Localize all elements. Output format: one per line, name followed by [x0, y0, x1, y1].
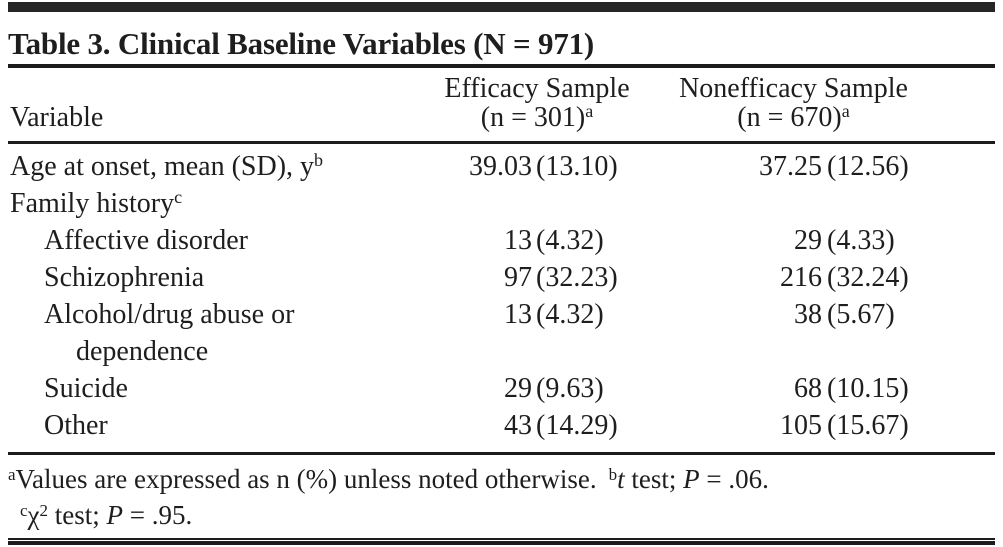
table-row: Suicide 29 (9.63) 68 (10.15): [8, 370, 995, 407]
nonefficacy-value: 68 (10.15): [794, 373, 909, 404]
row-label: Family historyc: [10, 187, 183, 219]
table-row: Other 43 (14.29) 105 (15.67): [8, 407, 995, 444]
efficacy-value: 97 (32.23): [504, 262, 618, 293]
column-header-variable: Variable: [10, 102, 104, 133]
footnote-c-marker: c: [20, 501, 28, 520]
table-row: Family historyc: [8, 185, 995, 222]
efficacy-value: 13 (4.32): [504, 225, 604, 256]
nonefficacy-value: 216 (32.24): [780, 262, 909, 293]
column-header-nonefficacy: Nonefficacy Sample (n = 670)a: [660, 74, 995, 132]
top-rule-bar: [8, 2, 995, 12]
table-row: Schizophrenia 97 (32.23) 216 (32.24): [8, 259, 995, 296]
table-title: Table 3. Clinical Baseline Variables (N …: [8, 26, 595, 61]
table-row: Age at onset, mean (SD), yb 39.03 (13.10)…: [8, 148, 995, 185]
column-header-efficacy: Efficacy Sample (n = 301)a: [440, 74, 660, 132]
nonefficacy-value: 38 (5.67): [794, 299, 895, 330]
chi-symbol: χ: [27, 500, 40, 530]
efficacy-value: 39.03 (13.10): [469, 151, 618, 182]
efficacy-value: 13 (4.32): [504, 299, 604, 330]
nonefficacy-value: 105 (15.67): [780, 410, 909, 441]
row-footnote-marker: b: [314, 150, 324, 170]
nonefficacy-value: 37.25 (12.56): [759, 151, 909, 182]
table-body: Age at onset, mean (SD), yb 39.03 (13.10)…: [8, 144, 995, 452]
row-label: Alcohol/drug abuse or dependence: [44, 299, 295, 367]
body-bottom-rule: [8, 452, 995, 455]
footnote-line-1: aValues are expressed as n (%) unless no…: [8, 464, 769, 494]
nonefficacy-footnote-marker: a: [841, 101, 850, 121]
footnote-a-text: Values are expressed as n (%) unless not…: [15, 464, 597, 494]
column-header-row: Variable Efficacy Sample (n = 301)a None…: [8, 68, 995, 132]
table-row: Affective disorder 13 (4.32) 29 (4.33): [8, 222, 995, 259]
nonefficacy-header-line1: Nonefficacy Sample: [679, 73, 908, 104]
table-bottom-double-rule: [8, 538, 995, 545]
table-row: Alcohol/drug abuse or dependence 13 (4.32…: [8, 296, 995, 370]
efficacy-value: [440, 185, 660, 222]
footnote-b-marker: b: [608, 465, 618, 484]
nonefficacy-value: [660, 185, 995, 222]
row-label: Affective disorder: [44, 225, 248, 256]
nonefficacy-header-line2: (n = 670)a: [737, 101, 850, 133]
footnote-b-stat: t: [617, 464, 625, 494]
chi-exponent: 2: [39, 501, 49, 520]
row-label: Suicide: [44, 373, 128, 404]
header-rule: [8, 141, 995, 144]
efficacy-header-line1: Efficacy Sample: [444, 73, 630, 104]
efficacy-header-line2: (n = 301)a: [480, 101, 594, 133]
efficacy-footnote-marker: a: [585, 101, 594, 121]
footnote-line-2: cχ2 test; P = .95.: [20, 500, 193, 530]
footnote-a-marker: a: [8, 465, 16, 484]
efficacy-value: 29 (9.63): [504, 373, 604, 404]
footnote-c-p: P: [106, 500, 124, 530]
row-label: Schizophrenia: [44, 262, 205, 293]
title-rule: [8, 64, 995, 68]
nonefficacy-value: 29 (4.33): [794, 225, 895, 256]
row-footnote-marker: c: [174, 187, 183, 207]
footnotes: aValues are expressed as n (%) unless no…: [8, 455, 995, 533]
row-label: Other: [44, 410, 108, 441]
efficacy-value: 43 (14.29): [504, 410, 618, 441]
footnote-b-p: P: [683, 464, 700, 494]
row-label: Age at onset, mean (SD), yb: [10, 150, 324, 182]
